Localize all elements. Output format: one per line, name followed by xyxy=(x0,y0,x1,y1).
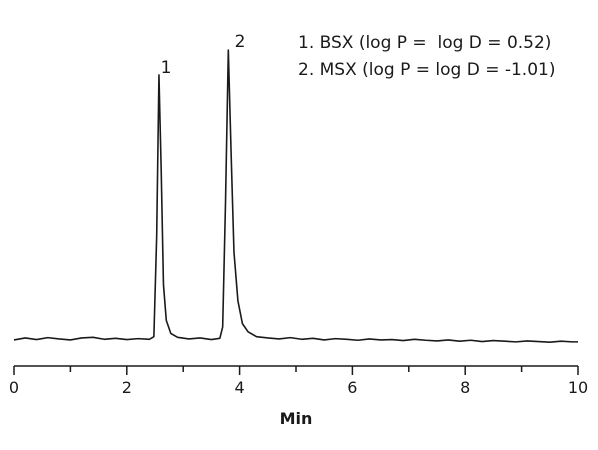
x-tick-label: 4 xyxy=(235,378,245,397)
peak-label: 1 xyxy=(161,58,172,78)
x-tick-label: 6 xyxy=(347,378,357,397)
x-tick-label: 2 xyxy=(122,378,132,397)
x-tick-label: 8 xyxy=(460,378,470,397)
x-tick-label: 0 xyxy=(9,378,19,397)
annotation: 1. BSX (log P = log D = 0.52) xyxy=(298,33,551,53)
peak-label: 2 xyxy=(235,32,246,52)
signal-line xyxy=(13,49,578,344)
annotation: 2. MSX (log P = log D = -1.01) xyxy=(298,60,555,80)
x-axis-label: Min xyxy=(280,409,313,428)
x-tick-label: 10 xyxy=(568,378,588,397)
